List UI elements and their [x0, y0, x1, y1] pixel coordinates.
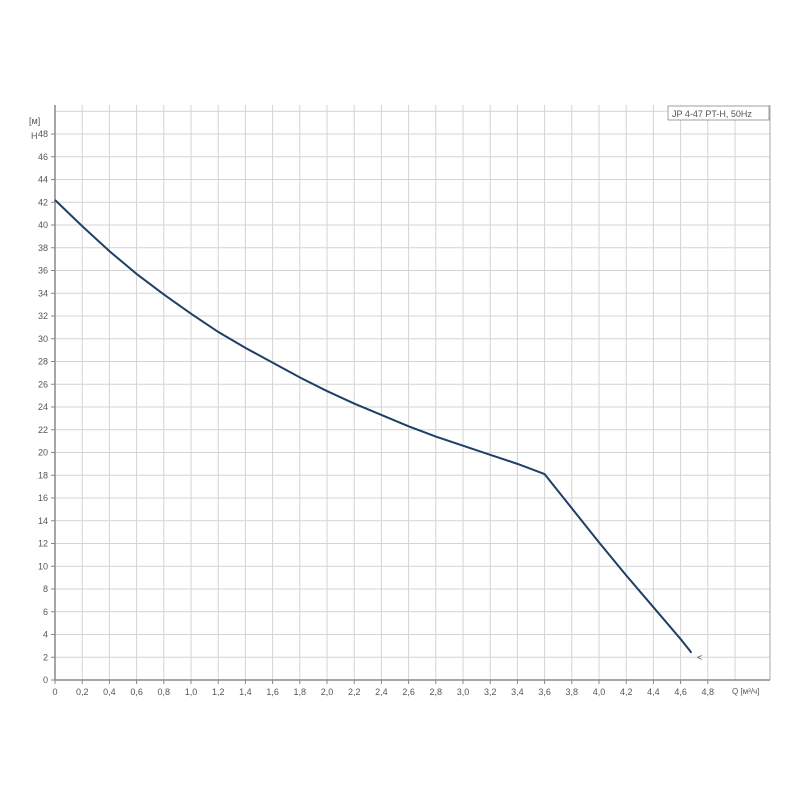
y-tick-label: 10 [38, 561, 48, 571]
x-tick-label: 1,4 [239, 687, 252, 697]
x-axis-label: Q [м³/ч] [732, 687, 759, 696]
x-tick-label: 1,2 [212, 687, 225, 697]
x-tick-label: 4,0 [593, 687, 606, 697]
end-marker: < [697, 652, 702, 662]
x-tick-label: 2,2 [348, 687, 361, 697]
legend-box [667, 105, 770, 121]
y-tick-label: 18 [38, 470, 48, 480]
y-tick-label: 44 [38, 175, 48, 185]
x-tick-label: 3,8 [566, 687, 579, 697]
y-tick-label: 0 [43, 675, 48, 685]
x-tick-label: 2,0 [321, 687, 334, 697]
y-tick-label: 30 [38, 334, 48, 344]
legend-title: JP 4-47 PT-H, 50Hz [672, 109, 752, 119]
x-tick-label: 3,0 [457, 687, 470, 697]
x-tick-label: 3,2 [484, 687, 497, 697]
y-axis-unit: [м] [29, 116, 40, 126]
tick-labels: 0 0,2 0,4 0,6 0,8 1,0 1,2 1,4 1,6 1,8 2,0 2,2 2,4 2,6… [38, 129, 714, 697]
x-tick-label: 2,6 [402, 687, 415, 697]
x-tick-label: 0 [52, 687, 57, 697]
y-tick-label: 34 [38, 288, 48, 298]
x-tick-label: 2,4 [375, 687, 388, 697]
y-tick-label: 38 [38, 243, 48, 253]
y-tick-label: 16 [38, 493, 48, 503]
x-tick-label: 4,8 [702, 687, 715, 697]
x-tick-label: 1,6 [266, 687, 279, 697]
x-tick-label: 1,0 [185, 687, 198, 697]
x-tick-label: 3,6 [538, 687, 551, 697]
x-tick-label: 1,8 [294, 687, 307, 697]
x-tick-label: 3,4 [511, 687, 524, 697]
y-tick-label: 36 [38, 266, 48, 276]
x-tick-label: 0,4 [103, 687, 116, 697]
y-tick-label: 12 [38, 539, 48, 549]
series-line [54, 199, 693, 654]
y-tick-label: 2 [43, 652, 48, 662]
grid [55, 105, 770, 680]
y-tick-label: 46 [38, 152, 48, 162]
y-tick-label: 32 [38, 311, 48, 321]
y-tick-label: 14 [38, 516, 48, 526]
y-tick-label: 4 [43, 630, 48, 640]
y-tick-label: 48 [38, 129, 48, 139]
y-tick-label: 42 [38, 197, 48, 207]
x-tick-label: 0,6 [130, 687, 143, 697]
y-tick-label: 22 [38, 425, 48, 435]
y-tick-label: 40 [38, 220, 48, 230]
y-axis-label: H [31, 131, 38, 141]
y-tick-label: 28 [38, 357, 48, 367]
x-tick-label: 4,2 [620, 687, 633, 697]
axes [51, 105, 771, 684]
x-tick-label: 4,6 [674, 687, 687, 697]
y-tick-label: 24 [38, 402, 48, 412]
x-tick-label: 0,2 [76, 687, 89, 697]
y-tick-label: 8 [43, 584, 48, 594]
y-tick-label: 26 [38, 379, 48, 389]
y-tick-label: 6 [43, 607, 48, 617]
y-tick-label: 20 [38, 448, 48, 458]
x-tick-label: 2,8 [430, 687, 443, 697]
x-tick-label: 4,4 [647, 687, 660, 697]
x-tick-label: 0,8 [158, 687, 171, 697]
